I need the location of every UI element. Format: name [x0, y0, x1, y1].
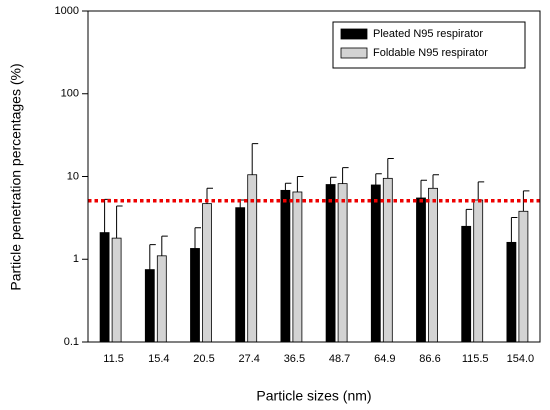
legend-swatch: [340, 28, 368, 40]
error-bar: [194, 227, 201, 249]
bar: [506, 241, 517, 343]
y-tick-label: 0.1: [64, 336, 79, 348]
legend-swatch: [340, 47, 368, 59]
x-tick-label: 64.9: [374, 353, 395, 365]
plot-frame: [87, 10, 541, 343]
x-tick-label: 48.7: [329, 353, 350, 365]
bar: [416, 197, 426, 343]
error-bar: [522, 190, 530, 212]
y-tick-label: 1000: [55, 5, 79, 17]
error-bar: [161, 235, 168, 256]
bar: [518, 210, 529, 343]
x-tick-label: 154.0: [507, 353, 535, 365]
error-bar: [330, 176, 337, 185]
y-axis-title: Particle penetration percentages (%): [8, 63, 24, 290]
error-bar: [510, 216, 518, 243]
x-tick-label: 20.5: [193, 353, 214, 365]
bar: [156, 255, 167, 343]
legend-box: [332, 21, 526, 69]
bar: [235, 207, 246, 343]
error-bar: [149, 244, 156, 270]
error-bar: [284, 182, 292, 191]
error-bar: [432, 174, 439, 189]
bar: [428, 187, 438, 343]
y-tick-label: 1: [73, 253, 79, 265]
legend-label: Foldable N95 respirator: [373, 47, 488, 59]
legend-label: Pleated N95 respirator: [373, 28, 483, 40]
bar: [99, 232, 110, 343]
y-tick-label: 100: [61, 88, 79, 100]
y-tick-label: 10: [67, 170, 79, 182]
bar: [382, 177, 393, 343]
x-axis-title: Particle sizes (nm): [256, 388, 371, 404]
bar: [370, 184, 381, 343]
error-bar: [296, 176, 304, 192]
bar: [292, 191, 303, 343]
bar: [473, 199, 484, 343]
error-bar: [465, 208, 473, 227]
error-bar: [251, 143, 259, 175]
bar: [144, 269, 155, 343]
x-tick-label: 27.4: [238, 353, 259, 365]
error-bar: [116, 205, 123, 239]
bar: [111, 237, 122, 343]
x-tick-label: 115.5: [462, 353, 489, 365]
error-bar: [342, 167, 349, 184]
x-tick-label: 11.5: [103, 353, 124, 365]
x-tick-label: 86.6: [419, 353, 440, 365]
error-bar: [420, 179, 427, 198]
bar: [280, 189, 291, 343]
bar: [325, 184, 336, 343]
error-bar: [375, 173, 382, 185]
error-bar: [387, 158, 394, 179]
bar: [461, 225, 472, 343]
bar: [202, 203, 212, 343]
error-bar: [477, 181, 485, 201]
bar: [190, 248, 200, 343]
x-tick-label: 15.4: [148, 353, 169, 365]
x-tick-label: 36.5: [284, 353, 305, 365]
bar: [337, 183, 348, 343]
error-bar: [104, 198, 111, 233]
